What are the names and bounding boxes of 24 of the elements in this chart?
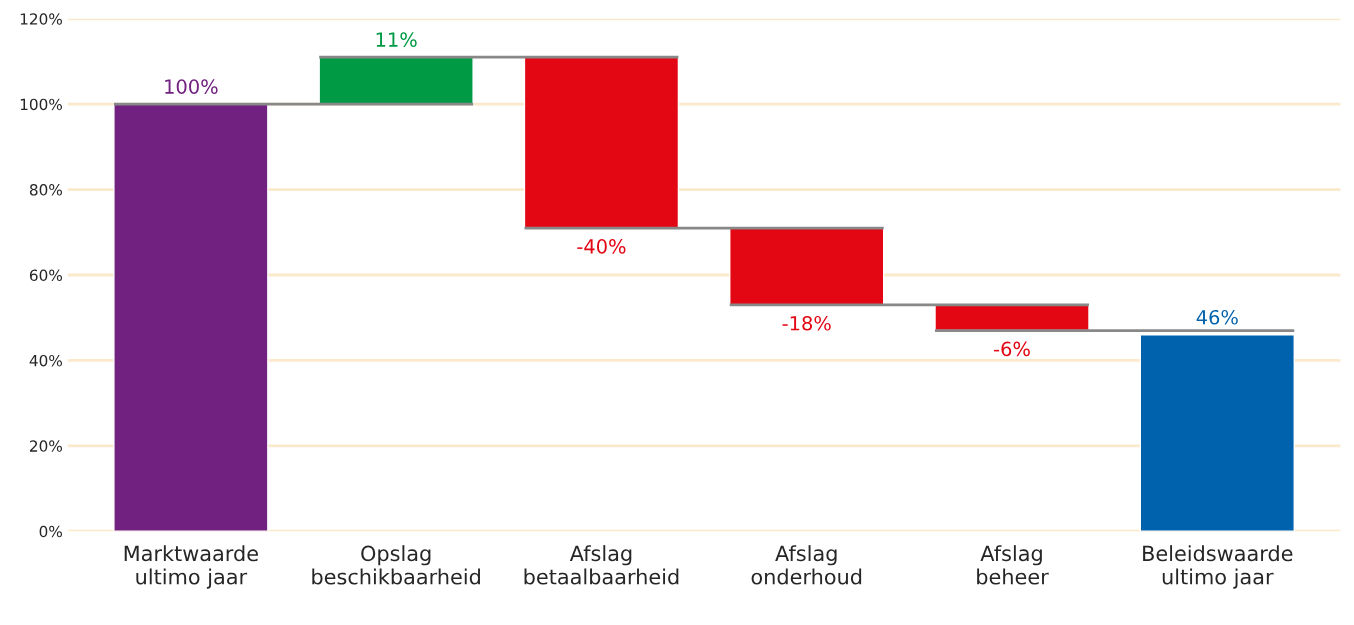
bar (113, 103, 269, 532)
bar (1139, 334, 1295, 532)
data-label: -18% (782, 315, 831, 331)
y-tick-label: 20% (30, 440, 62, 452)
y-tick-label: 0% (39, 525, 62, 538)
data-label: 100% (165, 79, 218, 94)
x-tick-label: Afslag beheer (977, 545, 1049, 585)
x-tick-label: Afslag betaalbaarheid (524, 545, 679, 585)
bar (318, 56, 474, 105)
x-tick-label: Marktwaarde ultimo jaar (124, 545, 258, 589)
data-label: -6% (994, 341, 1030, 357)
y-tick-label: 60% (29, 269, 62, 282)
x-tick-label: Afslag onderhoud (751, 545, 862, 585)
bar (729, 227, 885, 306)
y-tick-label: 80% (29, 184, 62, 196)
data-label: -40% (577, 239, 626, 254)
x-tick-label: Opslag beschikbaarheid (312, 545, 480, 585)
y-tick-label: 120% (20, 13, 62, 25)
x-tick-label: Beleidswaarde ultimo jaar (1143, 545, 1293, 589)
data-label: 46% (1196, 309, 1238, 325)
data-label: 11% (376, 32, 417, 48)
y-tick-label: 100% (20, 98, 62, 111)
y-tick-label: 40% (29, 354, 62, 367)
bar (523, 56, 680, 229)
